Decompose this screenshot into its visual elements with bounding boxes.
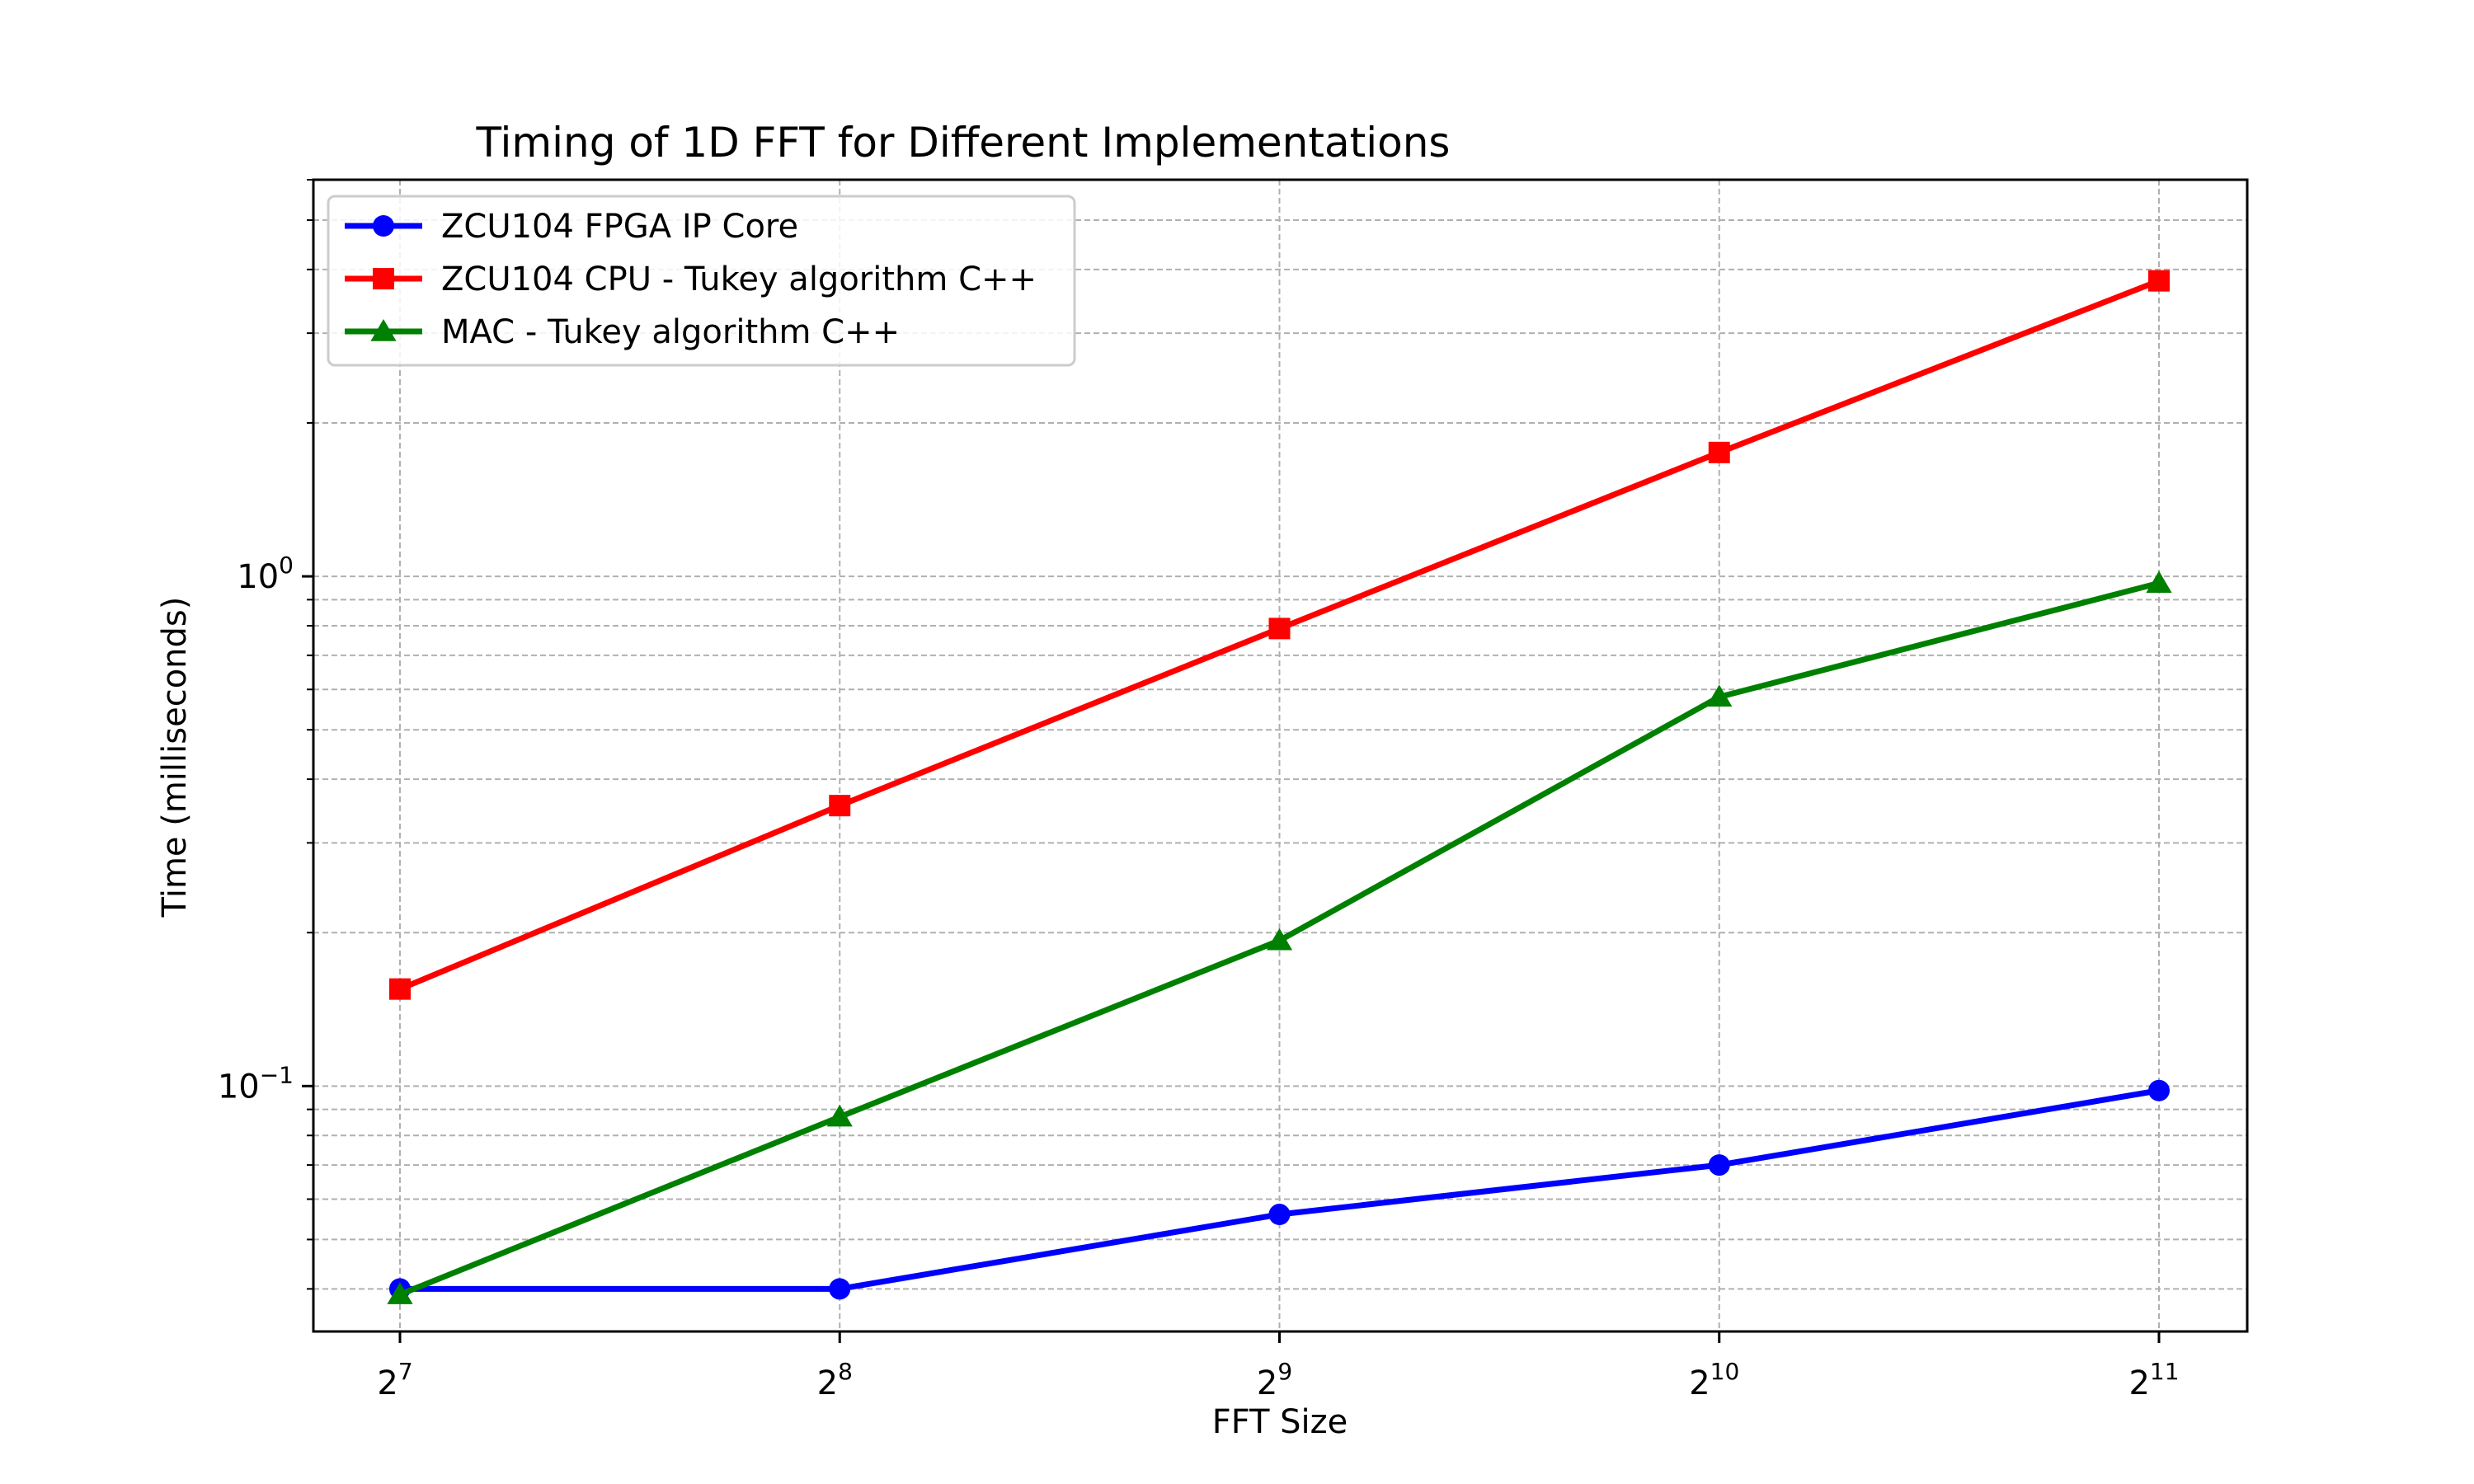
data-point (1708, 1154, 1730, 1176)
chart-title: Timing of 1D FFT for Different Implement… (476, 119, 1451, 167)
y-axis-label: Time (milliseconds) (156, 597, 194, 918)
data-point (2148, 270, 2170, 292)
series-1 (389, 270, 2170, 1000)
y-axis-ticks: 10−1 100 (218, 179, 313, 1290)
x-tick-label: 28 (817, 1358, 853, 1402)
legend-label: ZCU104 CPU - Tukey algorithm C++ (441, 261, 1037, 298)
x-axis-label: FFT Size (1212, 1403, 1348, 1441)
data-point (389, 978, 411, 1000)
legend-item: ZCU104 FPGA IP Core (345, 208, 798, 246)
data-point (2148, 1079, 2170, 1101)
legend: ZCU104 FPGA IP Core ZCU104 CPU - Tukey al… (327, 195, 1076, 367)
legend-label: ZCU104 FPGA IP Core (441, 208, 798, 246)
data-point (826, 1104, 853, 1127)
y-tick-label: 100 (237, 552, 294, 596)
legend-item: ZCU104 CPU - Tukey algorithm C++ (345, 261, 1037, 298)
legend-marker (373, 268, 394, 289)
legend-item: MAC - Tukey algorithm C++ (345, 313, 900, 351)
data-point (1268, 1204, 1291, 1226)
x-tick-label: 211 (2128, 1358, 2179, 1402)
legend-marker (370, 319, 397, 341)
plot-frame (312, 178, 2249, 1333)
grid (313, 179, 2247, 1331)
legend-marker (373, 215, 394, 237)
data-point (1268, 618, 1291, 640)
data-point (829, 1278, 851, 1300)
data-point (829, 795, 851, 817)
data-point (1706, 684, 1733, 707)
legend-box (327, 195, 1076, 367)
data-point (1708, 441, 1730, 463)
data-point (1266, 928, 1293, 951)
y-tick-label: 10−1 (218, 1061, 294, 1106)
x-tick-label: 29 (1257, 1358, 1292, 1402)
data-point (387, 1282, 413, 1304)
x-tick-label: 210 (1689, 1358, 1739, 1402)
x-tick-label: 27 (377, 1358, 412, 1402)
legend-label: MAC - Tukey algorithm C++ (441, 313, 900, 351)
data-point (2146, 571, 2172, 593)
series-2 (387, 571, 2172, 1304)
series-layer (387, 270, 2172, 1304)
x-axis-ticks: 27 28 29 210 211 (377, 1331, 2180, 1402)
